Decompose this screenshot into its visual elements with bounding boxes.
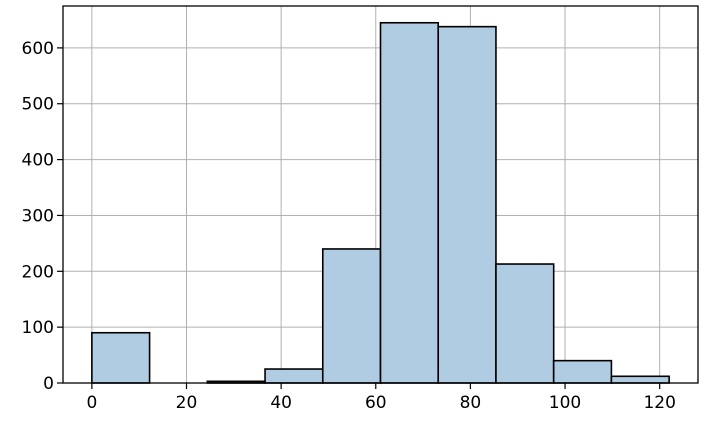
y-tick-label: 400	[22, 151, 54, 171]
y-tick-label: 600	[22, 39, 54, 59]
x-tick-label: 80	[460, 393, 482, 413]
x-tick-label: 20	[176, 393, 198, 413]
labels-layer: 0 20 40 60 80 100 120 0 100 200 300 400 500 600	[22, 39, 676, 413]
y-tick-label: 0	[43, 374, 54, 394]
y-tick-label: 500	[22, 95, 54, 115]
histogram-bar	[437, 25, 497, 384]
histogram-bar	[610, 375, 670, 384]
histogram-bar	[264, 368, 324, 384]
y-tick-label: 300	[22, 206, 54, 226]
x-tick-label: 120	[643, 393, 675, 413]
ticks-layer	[57, 47, 661, 389]
histogram-bar	[495, 263, 555, 384]
histogram-bar	[552, 359, 613, 384]
x-tick-label: 100	[549, 393, 581, 413]
histogram-bar	[379, 21, 440, 384]
y-tick-label: 100	[22, 318, 54, 338]
y-tick-label: 200	[22, 262, 54, 282]
x-tick-label: 0	[86, 393, 97, 413]
histogram-bar	[321, 248, 382, 384]
bars-layer	[91, 21, 670, 384]
x-tick-label: 40	[270, 393, 292, 413]
histogram-bar	[91, 331, 151, 384]
x-tick-label: 60	[365, 393, 387, 413]
plot-frame	[62, 5, 699, 384]
